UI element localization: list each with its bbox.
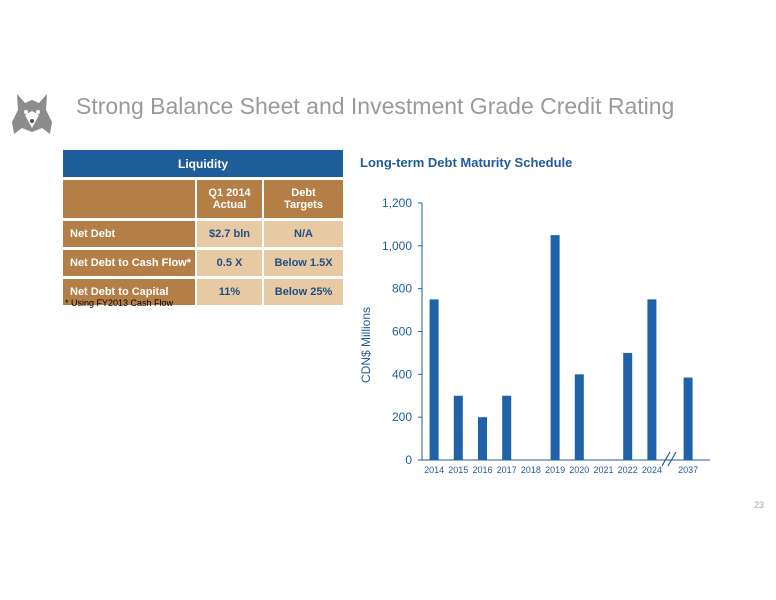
x-tick-label: 2014 <box>424 465 444 475</box>
bar-2019 <box>550 235 560 460</box>
x-tick-label: 2017 <box>497 465 517 475</box>
bar-2022 <box>623 352 633 460</box>
y-tick-label: 0 <box>405 453 412 467</box>
table-row: Net Debt to Cash Flow* 0.5 X Below 1.5X <box>63 247 344 278</box>
bar-2037 <box>683 377 693 460</box>
x-tick-label: 2020 <box>569 465 589 475</box>
y-tick-label: 1,000 <box>382 239 412 253</box>
husky-logo-icon <box>12 94 52 134</box>
bar-2014 <box>429 299 439 460</box>
x-tick-label: 2022 <box>618 465 638 475</box>
bar-2017 <box>502 395 512 460</box>
x-tick-label: 2018 <box>521 465 541 475</box>
debt-maturity-chart: CDN$ Millions 0 200 400 600 800 1,000 1,200 201… <box>359 196 710 475</box>
y-tick-label: 600 <box>392 325 412 339</box>
table-row: Net Debt $2.7 bln N/A <box>63 218 344 249</box>
column-header-targets: Debt Targets <box>261 177 344 220</box>
column-header-label <box>63 177 196 220</box>
table-footnote: * Using FY2013 Cash Flow <box>65 298 174 308</box>
row-label: Net Debt to Capital <box>63 276 196 305</box>
column-header-actual: Q1 2014 Actual <box>195 177 263 220</box>
liquidity-table: Liquidity Q1 2014 Actual Debt Targets Ne… <box>63 150 344 305</box>
y-tick-label: 800 <box>392 282 412 296</box>
chart-title: Long-term Debt Maturity Schedule <box>360 155 573 170</box>
actual-value: $2.7 bln <box>195 218 263 249</box>
row-label: Net Debt <box>63 218 196 249</box>
x-tick-label: 2016 <box>472 465 492 475</box>
slide-title: Strong Balance Sheet and Investment Grad… <box>76 93 675 119</box>
x-tick-label: 2019 <box>545 465 565 475</box>
y-axis-label: CDN$ Millions <box>359 307 373 383</box>
bar-2020 <box>574 374 584 460</box>
liquidity-header: Liquidity <box>63 150 344 179</box>
actual-value: 0.5 X <box>195 247 263 278</box>
y-tick-label: 200 <box>392 410 412 424</box>
actual-value: 11% <box>195 276 263 305</box>
target-value: Below 1.5X <box>261 247 344 278</box>
y-tick-label: 1,200 <box>382 196 412 210</box>
x-tick-label: 2024 <box>642 465 662 475</box>
bar-2024 <box>647 299 657 460</box>
row-label: Net Debt to Cash Flow* <box>63 247 196 278</box>
y-tick-label: 400 <box>392 367 412 381</box>
x-tick-label: 2015 <box>448 465 468 475</box>
x-tick-label: 2037 <box>678 465 698 475</box>
bar-2015 <box>453 395 463 460</box>
table-row: Net Debt to Capital 11% Below 25% <box>63 276 344 305</box>
bar-2016 <box>478 417 487 460</box>
axis-break-mark <box>667 451 677 467</box>
x-tick-label: 2021 <box>593 465 613 475</box>
target-value: Below 25% <box>261 276 344 305</box>
page-number: 23 <box>753 500 764 510</box>
axis-break-mark <box>661 451 671 467</box>
target-value: N/A <box>261 218 344 249</box>
